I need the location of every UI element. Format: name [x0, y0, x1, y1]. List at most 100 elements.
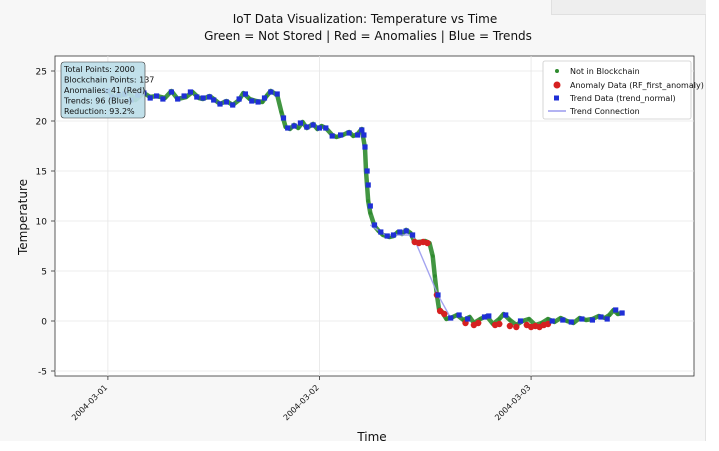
point-not-in-blockchain	[279, 110, 284, 114]
point-trend	[323, 125, 329, 131]
point-trend	[619, 310, 625, 316]
point-trend	[200, 95, 206, 101]
point-trend	[397, 229, 403, 235]
legend-marker-not-in-blockchain	[555, 69, 559, 73]
point-trend	[268, 89, 274, 95]
point-anomaly	[496, 320, 503, 328]
legend-label-not-in-blockchain: Not in Blockchain	[570, 67, 640, 76]
legend-marker-anomaly	[553, 81, 561, 89]
point-trend	[242, 91, 248, 97]
point-trend	[147, 95, 153, 101]
point-trend	[604, 316, 610, 322]
point-trend	[481, 314, 488, 320]
point-trend	[291, 123, 297, 129]
y-tick-label: 20	[36, 118, 48, 128]
y-tick-label: -5	[38, 368, 47, 378]
point-trend	[390, 232, 397, 238]
point-not-in-blockchain	[546, 317, 550, 321]
x-axis-label: Time	[356, 430, 386, 441]
y-tick-label: 25	[36, 68, 47, 78]
point-trend	[579, 316, 585, 322]
point-trend	[613, 307, 619, 313]
point-trend	[589, 317, 595, 323]
point-trend	[359, 127, 365, 133]
point-trend	[249, 98, 255, 104]
point-trend	[175, 96, 181, 102]
point-trend	[297, 120, 303, 126]
y-axis-label: Temperature	[16, 179, 30, 256]
point-trend	[517, 318, 524, 324]
point-trend	[403, 228, 409, 234]
y-tick-label: 10	[36, 218, 48, 228]
x-tick-label: 2004-03-03	[493, 383, 532, 422]
point-trend	[598, 314, 604, 320]
legend-label-anomaly: Anomaly Data (RF_first_anomaly)	[570, 81, 704, 90]
point-trend	[310, 122, 316, 128]
legend-label-trend: Trend Data (trend_normal)	[569, 94, 676, 103]
x-tick-label: 2004-03-01	[70, 383, 109, 422]
point-trend	[410, 232, 416, 238]
point-trend	[378, 229, 384, 235]
point-not-in-blockchain	[430, 254, 435, 258]
point-trend	[274, 91, 280, 97]
point-not-in-blockchain	[497, 317, 502, 321]
stats-box: Total Points: 2000 Blockchain Points: 13…	[60, 61, 154, 119]
point-trend	[187, 89, 193, 95]
point-trend	[285, 125, 291, 131]
point-trend	[230, 102, 236, 108]
point-not-in-blockchain	[565, 319, 569, 323]
point-trend	[236, 96, 242, 102]
point-trend	[206, 94, 213, 100]
stats-anomalies: Anomalies: 41 (Red)	[64, 86, 145, 95]
window-strip	[551, 0, 706, 15]
point-anomaly	[475, 319, 482, 327]
y-tick-label: 5	[41, 268, 47, 278]
point-trend	[280, 115, 287, 121]
legend-frame	[542, 60, 692, 120]
chart-subtitle: Green = Not Stored | Red = Anomalies | B…	[204, 29, 532, 43]
point-trend	[338, 132, 344, 138]
stats-trends: Trends: 96 (Blue)	[63, 97, 132, 106]
point-trend	[371, 222, 378, 228]
point-not-in-blockchain	[368, 211, 373, 215]
point-trend	[217, 101, 223, 107]
legend: Not in Blockchain Anomaly Data (RF_first…	[542, 60, 704, 120]
point-trend	[211, 97, 217, 103]
point-trend	[223, 99, 229, 105]
x-tick-label: 2004-03-02	[282, 383, 321, 422]
point-anomaly	[506, 322, 514, 330]
point-trend	[255, 99, 261, 105]
point-trend	[181, 93, 187, 99]
point-trend	[365, 182, 371, 188]
chart: IoT Data Visualization: Temperature vs T…	[16, 12, 704, 441]
stats-reduction: Reduction: 93.2%	[64, 107, 135, 116]
x-axis-ticks: 2004-03-01 2004-03-02 2004-03-03	[70, 376, 532, 422]
point-trend	[367, 203, 373, 209]
point-not-in-blockchain	[334, 135, 339, 139]
stats-blockchain-points: Blockchain Points: 137	[64, 76, 154, 85]
point-trend	[364, 168, 370, 174]
point-trend	[355, 132, 361, 138]
point-trend	[346, 130, 352, 136]
point-not-in-blockchain	[366, 199, 371, 203]
point-trend	[435, 292, 441, 298]
legend-label-trend-connection: Trend Connection	[569, 107, 640, 116]
stats-box-background	[60, 61, 146, 119]
point-not-in-blockchain	[444, 317, 449, 321]
point-trend	[154, 93, 160, 99]
point-not-in-blockchain	[527, 317, 531, 321]
point-trend	[168, 89, 174, 95]
chart-title: IoT Data Visualization: Temperature vs T…	[233, 12, 498, 26]
point-trend	[316, 125, 323, 131]
point-trend	[549, 318, 555, 324]
point-trend	[304, 124, 310, 130]
point-trend	[560, 317, 566, 323]
y-tick-label: 15	[36, 168, 47, 178]
point-trend	[448, 315, 454, 321]
point-trend	[361, 132, 367, 138]
point-anomaly	[441, 310, 448, 318]
point-not-in-blockchain	[607, 313, 612, 317]
point-trend	[160, 96, 166, 102]
point-not-in-blockchain	[478, 317, 483, 321]
point-trend	[384, 233, 390, 239]
